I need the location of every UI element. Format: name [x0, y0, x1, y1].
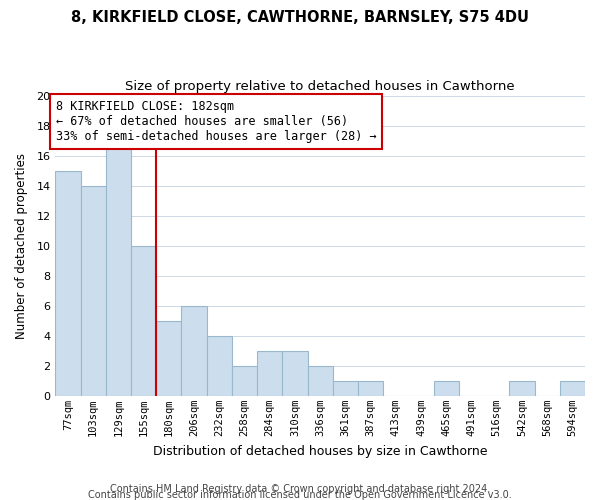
Text: Contains public sector information licensed under the Open Government Licence v3: Contains public sector information licen…: [88, 490, 512, 500]
Bar: [333, 381, 358, 396]
Bar: [106, 140, 131, 396]
Bar: [156, 321, 181, 396]
Bar: [283, 351, 308, 396]
Bar: [434, 381, 459, 396]
Bar: [257, 351, 283, 396]
Bar: [55, 170, 80, 396]
Text: 8, KIRKFIELD CLOSE, CAWTHORNE, BARNSLEY, S75 4DU: 8, KIRKFIELD CLOSE, CAWTHORNE, BARNSLEY,…: [71, 10, 529, 25]
Title: Size of property relative to detached houses in Cawthorne: Size of property relative to detached ho…: [125, 80, 515, 93]
Bar: [560, 381, 585, 396]
X-axis label: Distribution of detached houses by size in Cawthorne: Distribution of detached houses by size …: [153, 444, 487, 458]
Text: 8 KIRKFIELD CLOSE: 182sqm
← 67% of detached houses are smaller (56)
33% of semi-: 8 KIRKFIELD CLOSE: 182sqm ← 67% of detac…: [56, 100, 376, 143]
Text: Contains HM Land Registry data © Crown copyright and database right 2024.: Contains HM Land Registry data © Crown c…: [110, 484, 490, 494]
Bar: [308, 366, 333, 396]
Bar: [232, 366, 257, 396]
Bar: [131, 246, 156, 396]
Bar: [358, 381, 383, 396]
Bar: [206, 336, 232, 396]
Bar: [509, 381, 535, 396]
Bar: [181, 306, 206, 396]
Bar: [80, 186, 106, 396]
Y-axis label: Number of detached properties: Number of detached properties: [15, 152, 28, 338]
